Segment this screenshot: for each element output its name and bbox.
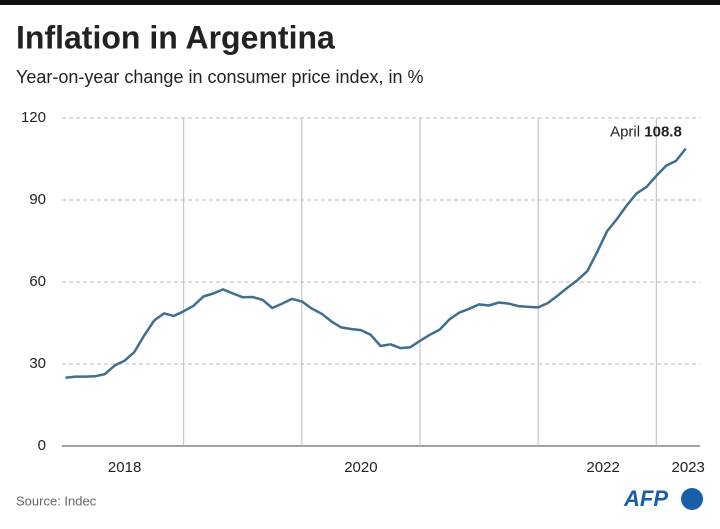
logo: AFP: [623, 486, 703, 511]
annotation: April 108.8: [610, 124, 682, 141]
x-tick-label: 2018: [108, 459, 141, 476]
chart-subtitle: Year-on-year change in consumer price in…: [16, 67, 424, 87]
logo-text: AFP: [623, 486, 668, 511]
chart-title: Inflation in Argentina: [16, 19, 335, 55]
y-tick-label: 120: [21, 109, 46, 126]
annotation-text: April: [610, 124, 640, 141]
y-tick-label: 30: [29, 355, 46, 372]
x-tick-label: 2022: [586, 459, 619, 476]
line: [65, 147, 687, 379]
data-label: 108.8: [644, 124, 682, 141]
x-tick-label: 2020: [344, 459, 377, 476]
top-bar: [0, 0, 720, 5]
source: Source: Indec: [16, 493, 97, 508]
logo-dot: [681, 488, 703, 510]
y-tick-label: 60: [29, 273, 46, 290]
y-tick-label: 90: [29, 191, 46, 208]
y-tick-label: 0: [38, 437, 46, 454]
x-tick-label: 2023: [671, 459, 704, 476]
